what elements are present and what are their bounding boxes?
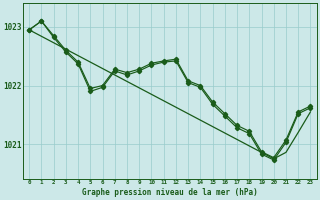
X-axis label: Graphe pression niveau de la mer (hPa): Graphe pression niveau de la mer (hPa) <box>82 188 258 197</box>
